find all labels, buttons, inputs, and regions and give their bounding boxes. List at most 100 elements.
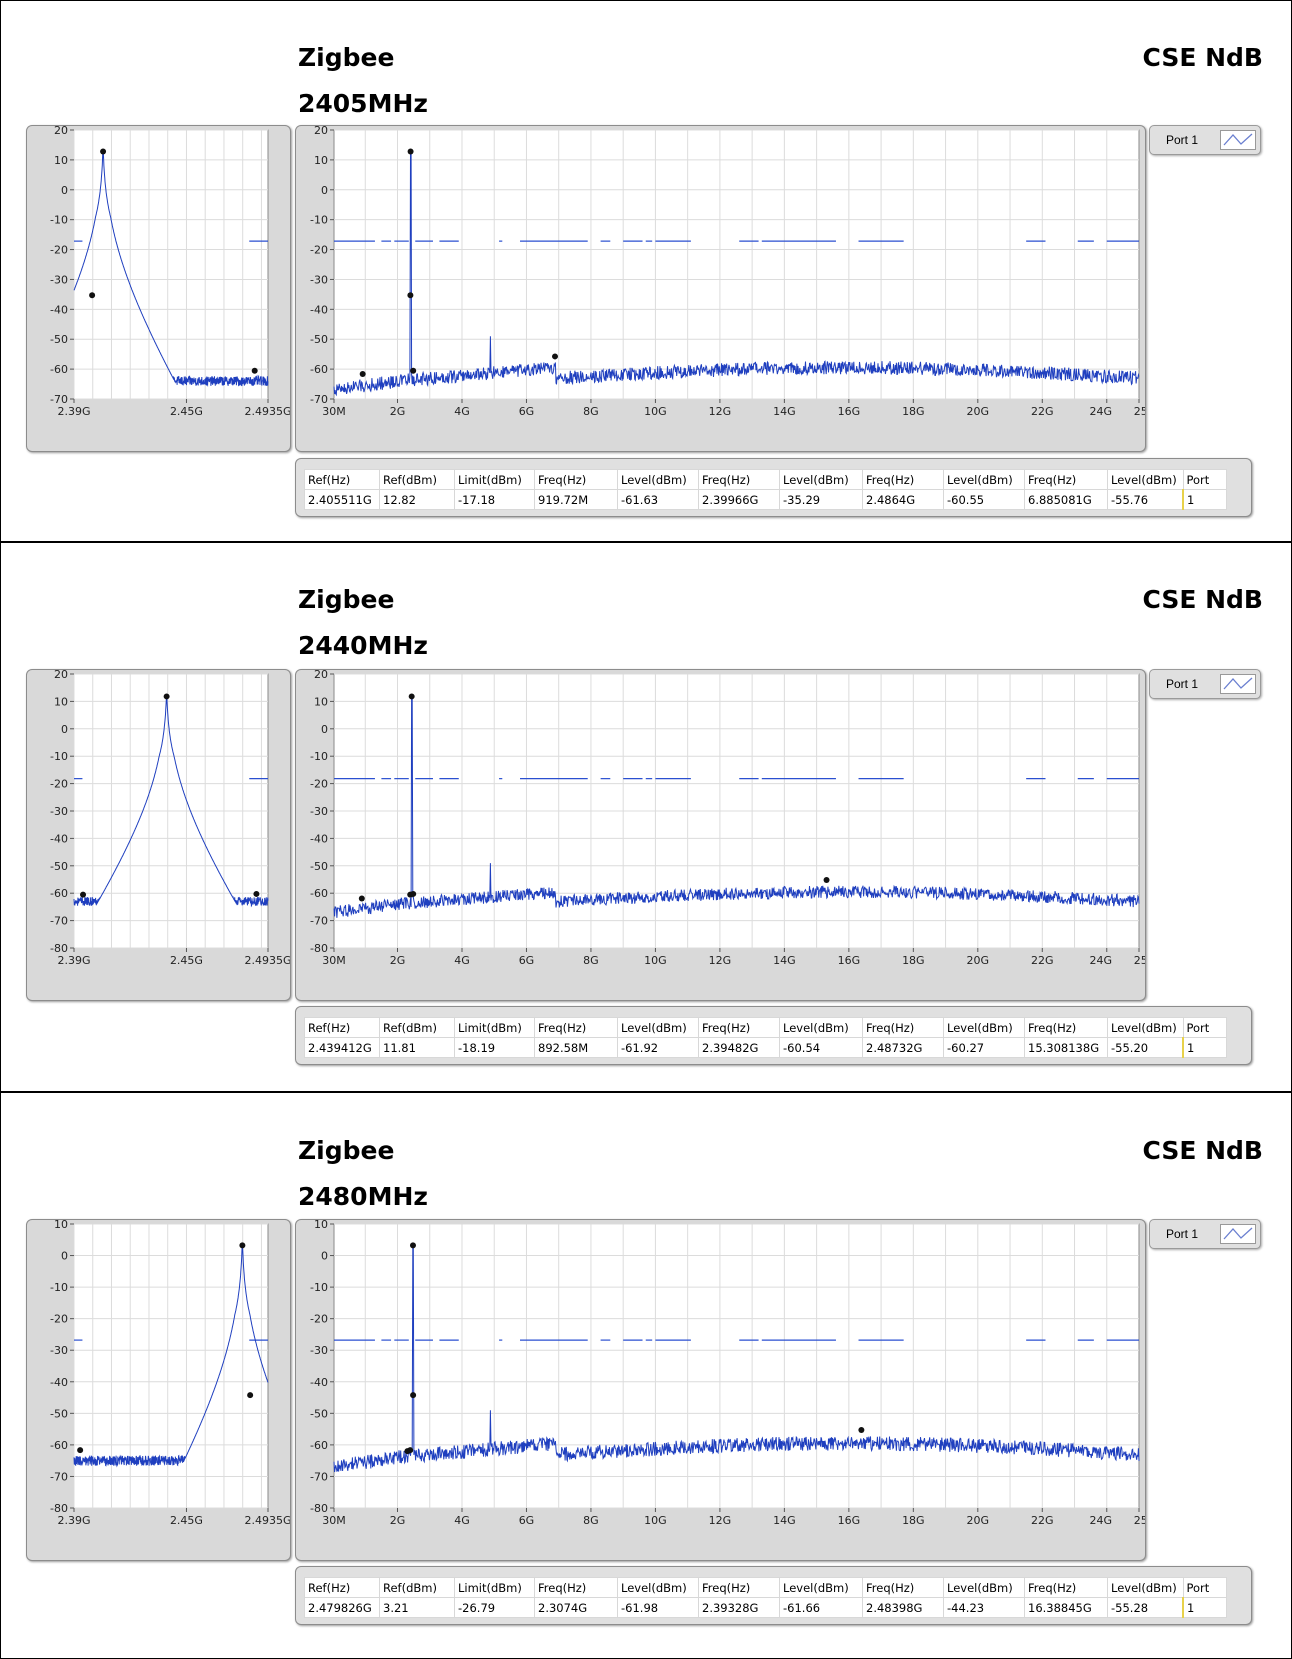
x-tick-label: 20G xyxy=(967,954,990,967)
table-cell: 2.48398G xyxy=(862,1597,944,1618)
grid xyxy=(334,1223,1139,1509)
table-header-cell: Level(dBm) xyxy=(617,469,699,490)
marker-point xyxy=(407,1447,414,1454)
y-tick-label: -20 xyxy=(310,1313,328,1326)
marker-point xyxy=(89,292,96,299)
x-tick-label: 2.45G xyxy=(170,954,203,967)
table-cell: 2.39482G xyxy=(698,1037,780,1058)
section-title: Zigbee xyxy=(298,1136,395,1165)
line-plot-icon xyxy=(1220,1224,1256,1244)
table-cell: -55.76 xyxy=(1107,489,1184,510)
x-tick-label: 10G xyxy=(644,954,667,967)
x-tick-label: 22G xyxy=(1031,954,1054,967)
y-tick-label: -30 xyxy=(310,1344,328,1357)
y-tick-label: -40 xyxy=(50,832,68,845)
table-header-cell: Ref(dBm) xyxy=(379,469,455,490)
y-tick-label: 0 xyxy=(61,1250,68,1263)
table-cell: -61.66 xyxy=(779,1597,863,1618)
table-cell: -60.54 xyxy=(779,1037,863,1058)
table-header-cell: Level(dBm) xyxy=(943,1577,1025,1598)
line-plot-icon xyxy=(1220,674,1256,694)
table-header-cell: Ref(Hz) xyxy=(304,1017,380,1038)
y-tick-label: 10 xyxy=(314,1220,328,1231)
y-tick-label: -70 xyxy=(310,1470,328,1483)
line-plot-icon xyxy=(1220,130,1256,150)
marker-point xyxy=(251,367,258,374)
marker-point xyxy=(858,1426,865,1433)
x-tick-label: 2.39G xyxy=(57,1514,90,1527)
y-tick-label: -40 xyxy=(310,1376,328,1389)
x-tick-label: 6G xyxy=(519,405,535,418)
table-cell: 2.439412G xyxy=(304,1037,380,1058)
y-tick-label: 10 xyxy=(314,154,328,167)
x-tick-label: 22G xyxy=(1031,405,1054,418)
y-tick-label: -60 xyxy=(310,1439,328,1452)
table-header-cell: Level(dBm) xyxy=(779,1017,863,1038)
x-tick-label: 2.39G xyxy=(57,405,90,418)
table-row: 2.439412G 11.81 -18.19 892.58M -61.92 2.39482… xyxy=(304,1037,1227,1058)
table-cell: -44.23 xyxy=(943,1597,1025,1618)
table-cell: -26.79 xyxy=(454,1597,535,1618)
port-legend[interactable]: Port 1 xyxy=(1149,125,1261,155)
section-right-label: CSE NdB xyxy=(1142,43,1263,72)
table-header-cell: Freq(Hz) xyxy=(534,1577,618,1598)
y-tick-label: -50 xyxy=(310,1407,328,1420)
y-tick-label: -50 xyxy=(50,333,68,346)
x-tick-label: 12G xyxy=(709,954,732,967)
y-tick-label: -50 xyxy=(50,860,68,873)
table-cell: 2.39328G xyxy=(698,1597,780,1618)
spectrum-trace xyxy=(73,695,269,908)
table-cell: 1 xyxy=(1182,1597,1227,1618)
x-tick-label: 2G xyxy=(390,954,406,967)
x-tick-label: 20G xyxy=(967,1514,990,1527)
marker-point xyxy=(163,693,170,700)
y-tick-label: -60 xyxy=(50,1439,68,1452)
marker-point xyxy=(253,890,260,897)
x-tick-label: 2.39G xyxy=(57,954,90,967)
y-tick-label: -70 xyxy=(50,915,68,928)
table-cell: 12.82 xyxy=(379,489,455,510)
table-cell: 15.308138G xyxy=(1024,1037,1108,1058)
y-tick-label: 0 xyxy=(61,184,68,197)
marker-table: Ref(Hz) Ref(dBm) Limit(dBm) Freq(Hz) Level(d… xyxy=(304,1577,1227,1618)
table-cell: -61.63 xyxy=(617,489,699,510)
y-tick-label: 10 xyxy=(54,695,68,708)
marker-table-panel: Ref(Hz) Ref(dBm) Limit(dBm) Freq(Hz) Level(d… xyxy=(295,1006,1252,1065)
y-tick-label: -40 xyxy=(310,832,328,845)
table-cell: -60.27 xyxy=(943,1037,1025,1058)
y-tick-label: -80 xyxy=(50,942,68,955)
x-tick-label: 24G xyxy=(1089,954,1112,967)
x-tick-label: 2G xyxy=(390,1514,406,1527)
x-tick-label: 2.4935G xyxy=(244,1514,290,1527)
spectrum-trace xyxy=(73,151,269,387)
x-tick-label: 30M xyxy=(322,954,346,967)
x-tick-label: 25G xyxy=(1134,1514,1145,1527)
table-header-cell: Freq(Hz) xyxy=(698,1577,780,1598)
y-tick-label: 0 xyxy=(61,723,68,736)
table-cell: 2.3074G xyxy=(534,1597,618,1618)
table-cell: 2.405511G xyxy=(304,489,380,510)
x-tick-label: 25G xyxy=(1134,954,1145,967)
grid xyxy=(334,129,1139,400)
marker-point xyxy=(551,353,558,360)
section-2405: Zigbee CSE NdB 2405MHz 20 10 0 -10 -20 -30 -40… xyxy=(1,1,1291,541)
table-cell: 892.58M xyxy=(534,1037,618,1058)
port-label: Port 1 xyxy=(1166,133,1199,147)
table-header-row: Ref(Hz) Ref(dBm) Limit(dBm) Freq(Hz) Level(d… xyxy=(304,1577,1227,1598)
port-legend[interactable]: Port 1 xyxy=(1149,1219,1261,1249)
table-header-cell: Freq(Hz) xyxy=(1024,1017,1108,1038)
y-tick-label: 0 xyxy=(321,1250,328,1263)
x-tick-label: 2.45G xyxy=(170,405,203,418)
table-cell: 2.4864G xyxy=(862,489,944,510)
y-tick-label: -60 xyxy=(310,363,328,376)
narrow-band-plot: 20 10 0 -10 -20 -30 -40 -50 -60 -70 -802.39G 2.45G 2… xyxy=(50,670,290,967)
table-cell: 919.72M xyxy=(534,489,618,510)
wide-band-chart: 10 0 -10 -20 -30 -40 -50 -60 -70 -80 30M 2G 4G 6G 8G 10… xyxy=(295,1219,1146,1561)
table-cell: -60.55 xyxy=(943,489,1025,510)
port-legend[interactable]: Port 1 xyxy=(1149,669,1261,699)
table-header-cell: Freq(Hz) xyxy=(862,469,944,490)
x-tick-label: 20G xyxy=(967,405,990,418)
wide-band-chart: 20 10 0 -10 -20 -30 -40 -50 -60 -70 30M 2G 4G 6G 8G 10G… xyxy=(295,125,1146,452)
x-tick-label: 10G xyxy=(644,405,667,418)
marker-point xyxy=(410,367,417,374)
